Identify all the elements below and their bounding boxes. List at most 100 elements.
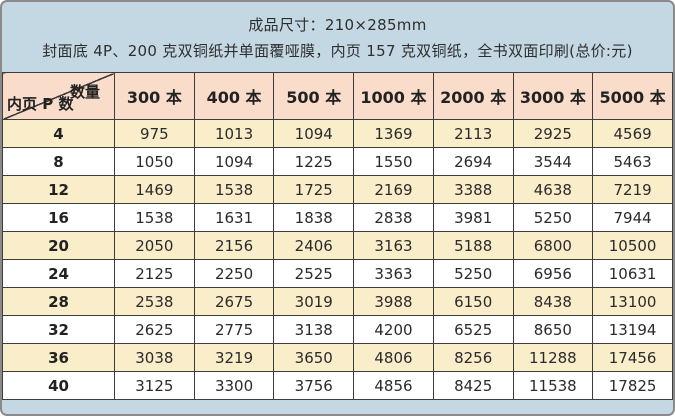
paper-spec-text: 封面底 4P、200 克双铜纸并单面覆哑膜，内页 157 克双铜纸，全书双面印刷…: [42, 41, 633, 60]
price-cell: 1469: [114, 175, 195, 204]
price-cell: 3038: [114, 343, 195, 372]
price-cell: 1838: [273, 203, 355, 232]
column-header: 300 本: [114, 72, 195, 120]
price-cell: 8425: [432, 371, 514, 400]
column-header-row: 数量 内页 P 数 300 本 400 本 500 本 1000 本 2000 本 300…: [2, 72, 673, 120]
row-header-pages: 28: [2, 287, 115, 316]
column-header: 3000 本: [512, 72, 594, 120]
row-header-pages: 12: [2, 175, 115, 204]
table-row: 12 1469 1538 1725 2169 3388 4638 7219: [2, 175, 673, 204]
price-cell: 1631: [193, 203, 275, 232]
price-cell: 2525: [273, 259, 355, 288]
price-cell: 2250: [193, 259, 275, 288]
table-row: 8 1050 1094 1225 1550 2694 3544 5463: [2, 147, 673, 176]
price-cell: 4638: [512, 175, 594, 204]
price-cell: 10631: [592, 259, 673, 288]
corner-pages-label: 内页 P 数: [7, 95, 74, 113]
price-cell: 2050: [114, 231, 195, 260]
price-cell: 13100: [592, 287, 673, 316]
price-table: 数量 内页 P 数 300 本 400 本 500 本 1000 本 2000 本 300…: [2, 72, 673, 400]
price-cell: 1094: [273, 119, 355, 148]
price-table-body: 4 975 1013 1094 1369 2113 2925 4569 8 1050 1094 122…: [2, 119, 673, 400]
price-cell: 1538: [114, 203, 195, 232]
price-cell: 3125: [114, 371, 195, 400]
row-header-pages: 32: [2, 315, 115, 344]
price-cell: 3544: [512, 147, 594, 176]
table-row: 40 3125 3300 3756 4856 8425 11538 17825: [2, 371, 673, 400]
price-cell: 3650: [273, 343, 355, 372]
row-header-pages: 16: [2, 203, 115, 232]
price-cell: 1225: [273, 147, 355, 176]
price-cell: 2775: [193, 315, 275, 344]
price-cell: 2125: [114, 259, 195, 288]
price-cell: 2625: [114, 315, 195, 344]
row-header-pages: 8: [2, 147, 115, 176]
price-cell: 3988: [353, 287, 434, 316]
price-cell: 2694: [432, 147, 514, 176]
price-cell: 6150: [432, 287, 514, 316]
finished-size-text: 成品尺寸：210×285mm: [248, 15, 427, 34]
price-cell: 975: [114, 119, 195, 148]
price-cell: 17825: [592, 371, 673, 400]
price-cell: 2406: [273, 231, 355, 260]
price-cell: 11538: [512, 371, 594, 400]
price-cell: 8438: [512, 287, 594, 316]
price-cell: 3219: [193, 343, 275, 372]
price-cell: 7944: [592, 203, 673, 232]
price-cell: 3138: [273, 315, 355, 344]
price-cell: 2925: [512, 119, 594, 148]
price-cell: 10500: [592, 231, 673, 260]
price-cell: 3981: [432, 203, 514, 232]
price-cell: 1094: [193, 147, 275, 176]
price-cell: 1550: [353, 147, 434, 176]
table-row: 24 2125 2250 2525 3363 5250 6956 10631: [2, 259, 673, 288]
column-header: 5000 本: [592, 72, 673, 120]
price-cell: 2538: [114, 287, 195, 316]
diagonal-corner-cell: 数量 内页 P 数: [2, 72, 115, 120]
price-cell: 1369: [353, 119, 434, 148]
price-cell: 2169: [353, 175, 434, 204]
table-row: 20 2050 2156 2406 3163 5188 6800 10500: [2, 231, 673, 260]
table-row: 32 2625 2775 3138 4200 6525 8650 13194: [2, 315, 673, 344]
column-header: 400 本: [193, 72, 275, 120]
table-row: 28 2538 2675 3019 3988 6150 8438 13100: [2, 287, 673, 316]
spec-header: 成品尺寸：210×285mm 封面底 4P、200 克双铜纸并单面覆哑膜，内页 …: [2, 2, 673, 72]
table-row: 36 3038 3219 3650 4806 8256 11288 17456: [2, 343, 673, 372]
price-cell: 11288: [512, 343, 594, 372]
table-row: 4 975 1013 1094 1369 2113 2925 4569: [2, 119, 673, 148]
price-cell: 13194: [592, 315, 673, 344]
price-cell: 5250: [512, 203, 594, 232]
price-cell: 6956: [512, 259, 594, 288]
price-cell: 3300: [193, 371, 275, 400]
price-cell: 7219: [592, 175, 673, 204]
price-cell: 5188: [432, 231, 514, 260]
price-cell: 1050: [114, 147, 195, 176]
price-cell: 5250: [432, 259, 514, 288]
column-header: 500 本: [273, 72, 355, 120]
row-header-pages: 24: [2, 259, 115, 288]
row-header-pages: 40: [2, 371, 115, 400]
price-cell: 6525: [432, 315, 514, 344]
price-cell: 1013: [193, 119, 275, 148]
price-cell: 8650: [512, 315, 594, 344]
price-cell: 2113: [432, 119, 514, 148]
price-cell: 17456: [592, 343, 673, 372]
price-cell: 3163: [353, 231, 434, 260]
corner-quantity-label: 数量: [69, 83, 100, 101]
row-header-pages: 36: [2, 343, 115, 372]
price-cell: 6800: [512, 231, 594, 260]
price-cell: 8256: [432, 343, 514, 372]
price-cell: 4856: [353, 371, 434, 400]
price-cell: 4200: [353, 315, 434, 344]
price-cell: 4806: [353, 343, 434, 372]
price-cell: 1725: [273, 175, 355, 204]
price-table-head: 数量 内页 P 数 300 本 400 本 500 本 1000 本 2000 本 300…: [2, 72, 673, 120]
price-cell: 2838: [353, 203, 434, 232]
table-row: 16 1538 1631 1838 2838 3981 5250 7944: [2, 203, 673, 232]
price-cell: 3756: [273, 371, 355, 400]
price-cell: 2675: [193, 287, 275, 316]
column-header: 1000 本: [353, 72, 434, 120]
row-header-pages: 4: [2, 119, 115, 148]
price-cell: 1538: [193, 175, 275, 204]
